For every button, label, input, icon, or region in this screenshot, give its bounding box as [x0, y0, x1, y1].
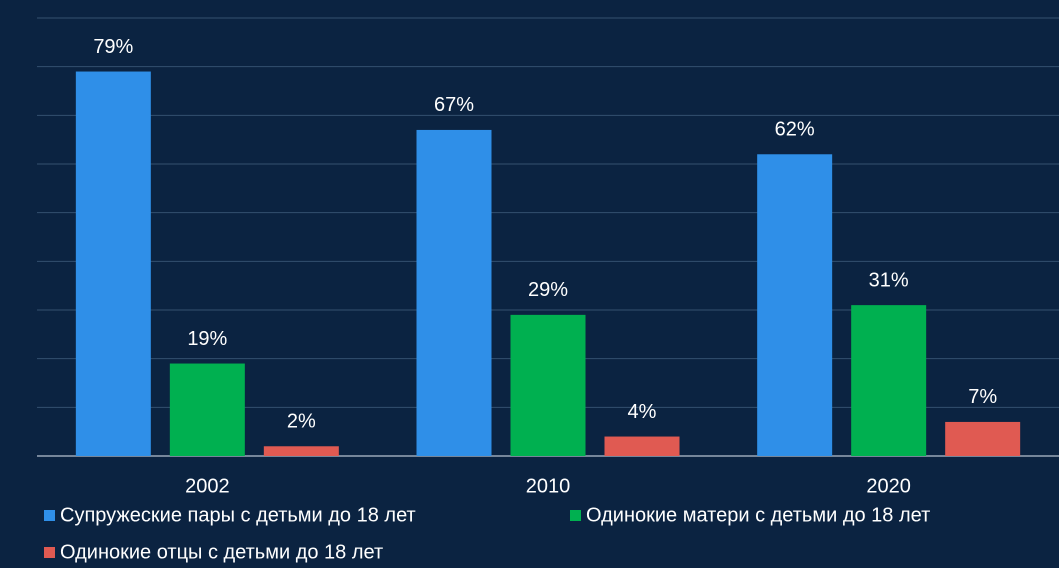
bar [263, 446, 339, 456]
x-tick-label: 2002 [185, 475, 230, 497]
bar [75, 71, 151, 457]
value-label: 62% [775, 119, 815, 141]
legend-label: Супружеские пары с детьми до 18 лет [60, 504, 416, 526]
legend-swatch [570, 510, 581, 521]
bar [416, 129, 492, 456]
value-label: 79% [93, 36, 133, 58]
legend-swatch [44, 547, 55, 558]
value-label: 7% [968, 386, 997, 408]
legend-swatch [44, 510, 55, 521]
bar [945, 421, 1021, 456]
value-label: 2% [287, 411, 316, 433]
value-label: 4% [628, 401, 657, 423]
x-tick-label: 2020 [866, 475, 911, 497]
bar [851, 305, 927, 456]
legend-label: Одинокие отцы с детьми до 18 лет [60, 541, 383, 563]
value-label: 31% [869, 269, 909, 291]
value-label: 67% [434, 94, 474, 116]
bar [169, 363, 245, 456]
bar [604, 436, 680, 456]
value-label: 19% [187, 328, 227, 350]
value-label: 29% [528, 279, 568, 301]
bar [510, 314, 586, 456]
legend-label: Одинокие матери с детьми до 18 лет [586, 504, 930, 526]
bar [757, 154, 833, 456]
x-tick-label: 2010 [526, 475, 571, 497]
